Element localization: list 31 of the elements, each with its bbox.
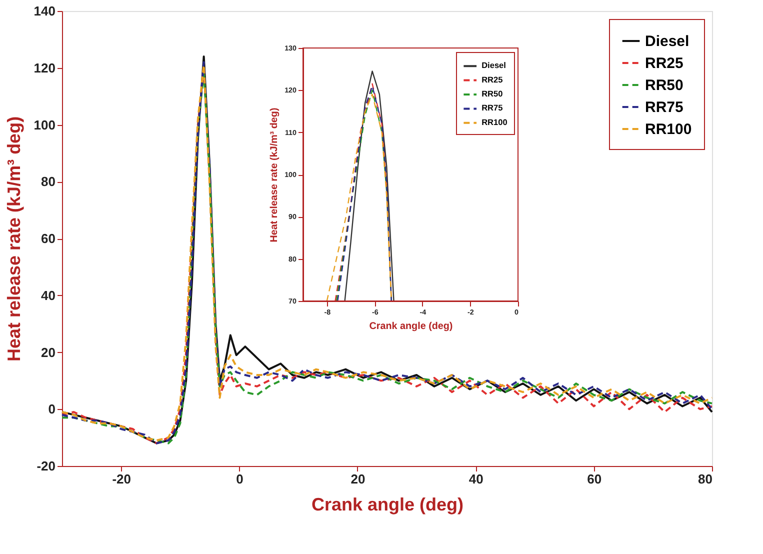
legend-label: RR100 <box>482 118 508 127</box>
y-tick-label: 20 <box>41 344 56 360</box>
y-tick-label: 140 <box>34 4 56 18</box>
x-tick-label: -20 <box>112 472 131 486</box>
x-tick-label: 80 <box>698 472 712 486</box>
line-series <box>326 94 392 302</box>
legend-label: RR50 <box>645 77 684 94</box>
y-tick-label: 0 <box>48 402 56 417</box>
x-axis-title: Crank angle (deg) <box>369 321 453 332</box>
y-tick-label: 100 <box>34 117 56 132</box>
y-tick-label: 40 <box>41 288 56 303</box>
y-tick-label: 60 <box>41 231 56 246</box>
y-tick-label: 80 <box>41 174 56 190</box>
y-tick-label: 120 <box>34 60 56 76</box>
legend-label: RR75 <box>482 104 504 113</box>
x-tick-label: 40 <box>468 472 484 486</box>
y-tick-label: -20 <box>36 458 56 474</box>
legend-label: RR75 <box>645 99 684 116</box>
legend-label: RR25 <box>645 55 684 72</box>
y-axis-title: Heat release rate (kJ/m³ deg) <box>269 108 280 242</box>
x-tick-label: 0 <box>236 472 244 486</box>
x-tick-label: 20 <box>350 472 366 486</box>
y-axis-title: Heat release rate (kJ/m³ deg) <box>4 116 24 362</box>
legend-label: Diesel <box>645 33 690 50</box>
legend-label: RR100 <box>645 121 692 138</box>
legend-label: RR50 <box>482 90 504 98</box>
legend-label: Diesel <box>482 61 506 70</box>
x-axis-title: Crank angle (deg) <box>311 494 464 514</box>
legend-label: RR25 <box>482 75 504 84</box>
x-tick-label: 60 <box>587 472 602 486</box>
line-series <box>344 70 394 302</box>
